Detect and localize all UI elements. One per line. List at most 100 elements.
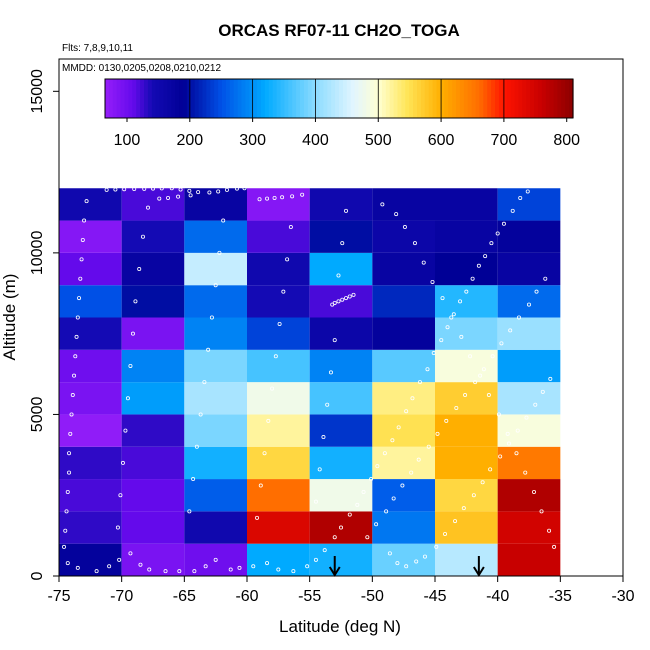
colorbar-segment	[420, 79, 426, 118]
heatmap-cell	[435, 252, 498, 286]
colorbar-segment	[405, 79, 410, 118]
colorbar-segment	[409, 79, 414, 118]
colorbar-segment	[541, 79, 547, 118]
colorbar-segment	[128, 79, 133, 118]
colorbar-segment	[444, 79, 449, 118]
colorbar-segment	[569, 79, 574, 118]
colorbar-segment	[237, 79, 243, 118]
colorbar-segment	[463, 79, 469, 118]
flight-track-point	[213, 557, 218, 562]
flight-track-point	[516, 315, 521, 320]
heatmap-cell	[184, 382, 247, 415]
x-tick-label: -30	[611, 588, 634, 605]
flight-track-point	[313, 557, 318, 562]
flight-track-point	[534, 289, 539, 294]
flight-track-point	[552, 544, 557, 549]
flight-track-point	[62, 544, 67, 549]
colorbar-segment	[144, 79, 149, 118]
heatmap-cell	[59, 479, 122, 512]
heatmap-cell	[59, 446, 122, 480]
colorbar-segment	[354, 79, 360, 118]
colorbar-segment	[323, 79, 328, 118]
flight-track-point	[435, 431, 440, 436]
flight-track-point	[265, 196, 270, 201]
colorbar-segment	[487, 79, 492, 118]
colorbar-segment	[264, 79, 270, 118]
colorbar-segment	[315, 79, 321, 118]
heatmap-cell	[309, 479, 373, 512]
colorbar-segment	[288, 79, 293, 118]
heatmap-cell	[435, 479, 498, 512]
flight-track-point	[80, 237, 85, 242]
colorbar-segment	[245, 79, 250, 118]
heatmap-cell	[435, 188, 498, 221]
heatmap-cell	[184, 220, 247, 253]
heatmap-cell	[247, 188, 310, 221]
x-tick-label: -70	[110, 588, 133, 605]
flight-track-point	[191, 477, 196, 482]
heatmap-cell	[497, 252, 561, 286]
flight-track-point	[70, 393, 75, 398]
flight-track-point	[480, 480, 485, 485]
heatmap-cell	[309, 543, 373, 576]
colorbar-segment	[136, 79, 141, 118]
colorbar-segment	[210, 79, 215, 118]
colorbar-segment	[296, 79, 301, 118]
heatmap-cell	[497, 511, 561, 544]
flight-track-point	[390, 438, 395, 443]
heatmap-cell	[497, 382, 561, 415]
heatmap-cell	[247, 285, 310, 318]
flight-track-point	[132, 187, 137, 192]
flight-track-point	[496, 412, 501, 417]
flight-track-point	[187, 188, 192, 193]
x-tick-label: -50	[361, 588, 384, 605]
colorbar-segment	[167, 79, 172, 118]
flight-track-point	[79, 257, 84, 262]
flight-track-point	[82, 218, 87, 223]
y-tick-label: 10000	[29, 231, 46, 276]
heatmap-cell	[247, 479, 310, 512]
heatmap-cell	[435, 317, 498, 350]
colorbar-segment	[116, 79, 122, 118]
flight-track-point	[340, 241, 345, 246]
flight-track-point	[117, 557, 122, 562]
heatmap-cell	[309, 252, 373, 286]
flight-track-point	[63, 528, 68, 533]
flight-track-point	[506, 441, 511, 446]
colorbar-segment	[331, 79, 336, 118]
flight-track-point	[224, 187, 229, 192]
flight-track-point	[285, 257, 290, 262]
heatmap-cell	[372, 382, 435, 415]
heatmap-cell	[184, 188, 247, 221]
colorbar-segment	[171, 79, 176, 118]
heatmap-cell	[121, 188, 185, 221]
heatmap-cell	[309, 317, 373, 350]
flight-track-point	[400, 483, 405, 488]
colorbar-segment	[374, 79, 379, 118]
heatmap-cell	[247, 511, 310, 544]
colorbar-segment	[506, 79, 512, 118]
flight-track-point	[104, 187, 109, 192]
flight-track-point	[499, 341, 504, 346]
heatmap-cell	[435, 285, 498, 318]
flight-track-point	[468, 354, 473, 359]
colorbar-segment	[218, 79, 223, 118]
flight-track-point	[216, 189, 221, 194]
heatmap-cell	[59, 543, 122, 576]
colorbar-segment	[565, 79, 570, 118]
flight-track-point	[382, 451, 387, 456]
heatmap-cell	[309, 414, 373, 447]
flight-track-point	[361, 489, 366, 494]
flight-track-point	[159, 186, 164, 191]
flight-track-point	[505, 431, 510, 436]
heatmap-cell	[497, 414, 561, 447]
flight-track-point	[188, 193, 193, 198]
flight-track-point	[422, 554, 427, 559]
flight-track-point	[374, 522, 379, 527]
heatmap-cell	[184, 543, 247, 576]
colorbar-segment	[424, 79, 430, 118]
heatmap-cell	[372, 479, 435, 512]
flight-track-point	[142, 186, 147, 191]
flight-track-point	[328, 370, 333, 375]
